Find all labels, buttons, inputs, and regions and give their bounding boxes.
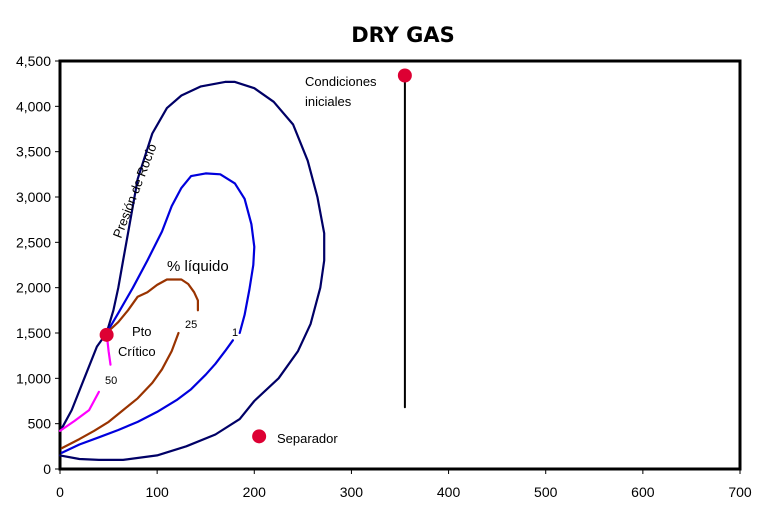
y-axis: 0 500 1,000 1,500 2,000 2,500 3,000 3,500 4,000 4… — [16, 53, 60, 477]
marker-point-1 — [397, 68, 412, 83]
series-line-3 — [60, 331, 180, 450]
x-tick-label: 100 — [145, 484, 169, 500]
y-tick-label: 1,000 — [16, 370, 51, 386]
series-line-4 — [105, 278, 199, 335]
series-line-5 — [58, 390, 101, 432]
critical-point-label-line1: Pto — [132, 324, 152, 339]
dew-pressure-label: Presión de Rocío — [110, 142, 160, 240]
plot-area — [58, 59, 742, 471]
curve-label-25: 25 — [185, 319, 197, 331]
markers-group — [99, 68, 412, 444]
series-line-2 — [105, 172, 256, 335]
initial-conditions-label-line2: iniciales — [305, 94, 352, 109]
critical-point-label-line2: Crítico — [118, 344, 156, 359]
y-tick-label: 4,500 — [16, 53, 51, 69]
series-line-0 — [58, 80, 326, 461]
y-tick-label: 3,000 — [16, 189, 51, 205]
series-group — [58, 76, 406, 461]
marker-point-2 — [252, 429, 267, 444]
x-axis: 0 100 200 300 400 500 600 700 — [56, 469, 752, 500]
separator-label: Separador — [277, 431, 338, 446]
curve-label-50: 50 — [105, 375, 117, 387]
marker-point-0 — [99, 327, 114, 342]
y-tick-label: 1,500 — [16, 325, 51, 341]
y-tick-label: 2,500 — [16, 234, 51, 250]
y-tick-label: 3,500 — [16, 144, 51, 160]
x-tick-label: 0 — [56, 484, 64, 500]
initial-conditions-label-line1: Condiciones — [305, 74, 377, 89]
chart-title: DRY GAS — [351, 23, 455, 47]
x-tick-label: 500 — [534, 484, 558, 500]
x-tick-label: 200 — [243, 484, 267, 500]
y-tick-label: 2,000 — [16, 280, 51, 296]
series-line-1 — [60, 339, 234, 454]
x-tick-label: 700 — [728, 484, 752, 500]
liquid-percent-label: % líquido — [167, 258, 229, 275]
y-tick-label: 500 — [28, 416, 52, 432]
x-tick-label: 400 — [437, 484, 461, 500]
x-tick-label: 300 — [340, 484, 364, 500]
curve-label-1: 1 — [232, 327, 238, 339]
x-tick-label: 600 — [631, 484, 655, 500]
y-tick-label: 0 — [43, 461, 51, 477]
y-tick-label: 4,000 — [16, 98, 51, 114]
